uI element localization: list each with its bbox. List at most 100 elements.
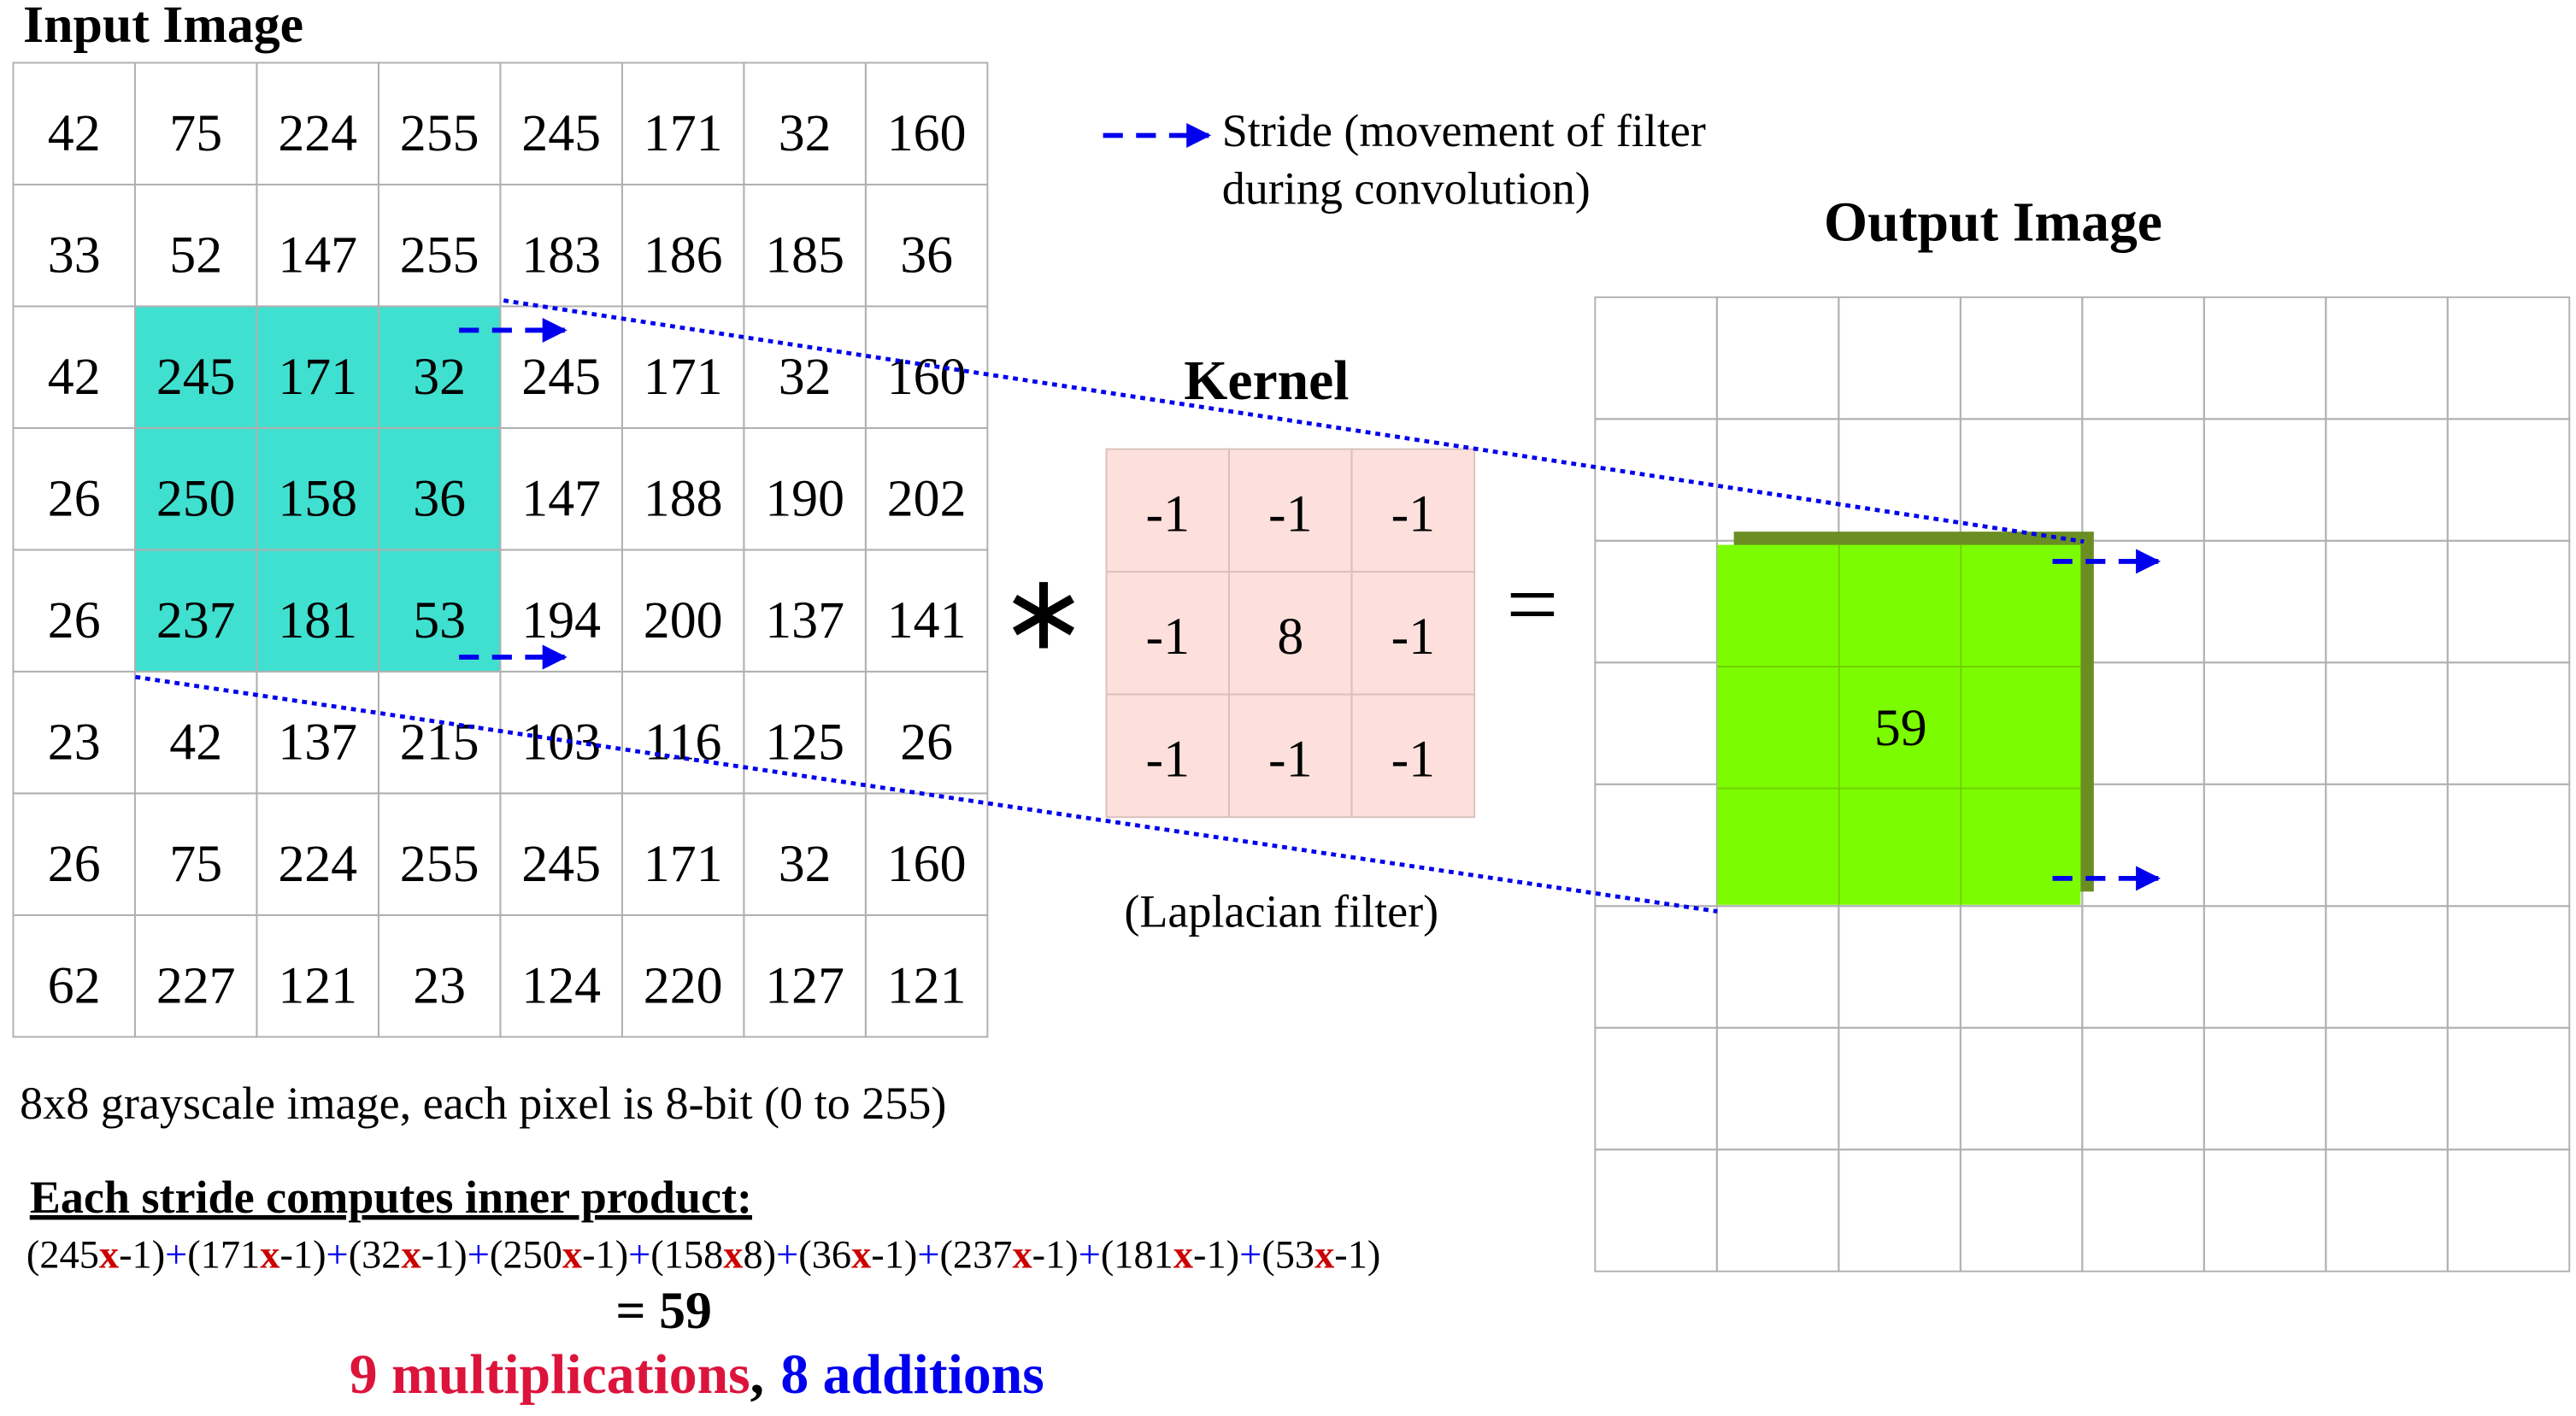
pixel: (53	[1262, 1233, 1314, 1277]
output-cell	[1594, 783, 1718, 908]
input-value: 255	[400, 104, 479, 162]
input-value: 190	[765, 469, 844, 527]
plus: +	[1239, 1233, 1262, 1277]
kernel-cell	[1350, 693, 1476, 819]
output-cell	[1959, 296, 2084, 420]
output-cell	[2081, 905, 2205, 1029]
input-value: 220	[644, 956, 723, 1014]
formula-result: = 59	[615, 1282, 712, 1340]
input-value: 227	[156, 956, 236, 1014]
output-value: 59	[1874, 699, 1927, 757]
pixel: (245	[26, 1233, 99, 1277]
output-cell	[2081, 661, 2205, 785]
kernel-value: -1	[1391, 485, 1435, 543]
input-value: 26	[48, 835, 101, 893]
output-cell	[1594, 1149, 1718, 1272]
kernel-value: -1	[1146, 608, 1190, 666]
output-cell	[2203, 1149, 2327, 1272]
input-value: 42	[48, 348, 101, 406]
plus: +	[628, 1233, 650, 1277]
output-cell	[2081, 1149, 2205, 1272]
input-value: 245	[156, 348, 236, 406]
input-value: 202	[887, 469, 967, 527]
output-cell	[1715, 1149, 1840, 1272]
input-value: 237	[156, 591, 236, 649]
output-cell	[1959, 1026, 2084, 1151]
input-value: 245	[521, 104, 601, 162]
input-value: 26	[48, 469, 101, 527]
output-cell	[2203, 905, 2327, 1029]
times: x	[99, 1233, 119, 1277]
input-value: 32	[413, 348, 466, 406]
output-cell	[1838, 1026, 1961, 1151]
input-value: 26	[900, 713, 953, 771]
multiplications: 9 multiplications	[350, 1343, 750, 1406]
plus: +	[468, 1233, 490, 1277]
weight: -1)	[582, 1233, 628, 1277]
input-value: 245	[521, 835, 601, 893]
plus: +	[1079, 1233, 1101, 1277]
kernel-cell	[1350, 448, 1476, 573]
pixel: (36	[798, 1233, 851, 1277]
output-patch	[1717, 544, 2081, 905]
equals-symbol: =	[1506, 555, 1558, 656]
output-cell	[1959, 418, 2084, 542]
input-value: 186	[644, 226, 723, 284]
times: x	[402, 1233, 421, 1277]
input-value: 245	[521, 348, 601, 406]
kernel-cell	[1228, 693, 1353, 819]
pixel: (32	[349, 1233, 402, 1277]
output-cell	[1959, 905, 2084, 1029]
output-cell	[2325, 539, 2449, 664]
input-value: 171	[278, 348, 357, 406]
output-cell	[2203, 661, 2327, 785]
input-value: 194	[521, 591, 601, 649]
input-value: 116	[644, 713, 721, 771]
kernel-value: -1	[1268, 485, 1312, 543]
output-cell	[1838, 1149, 1961, 1272]
output-cell	[1715, 296, 1840, 420]
times: x	[851, 1233, 871, 1277]
pixel: (250	[490, 1233, 562, 1277]
kernel-value: 8	[1277, 608, 1303, 666]
plus: +	[917, 1233, 939, 1277]
pixel: (158	[650, 1233, 723, 1277]
input-value: 75	[169, 104, 222, 162]
output-cell	[1715, 418, 1840, 542]
output-cell	[2081, 296, 2205, 420]
input-value: 255	[400, 226, 479, 284]
output-cell	[2325, 418, 2449, 542]
input-value: 160	[887, 348, 967, 406]
weight: 8)	[743, 1233, 776, 1277]
kernel-title: Kernel	[1184, 350, 1349, 412]
input-value: 125	[765, 713, 844, 771]
output-cell	[1594, 905, 1718, 1029]
output-cell	[2446, 1149, 2571, 1272]
input-value: 42	[169, 713, 222, 771]
input-value: 147	[278, 226, 357, 284]
summary: 9 multiplications, 8 additions	[350, 1343, 1044, 1406]
output-cell	[1594, 296, 1718, 420]
kernel-cell	[1350, 571, 1476, 696]
output-cell	[2325, 296, 2449, 420]
output-cell	[2203, 1026, 2327, 1151]
input-value: 158	[278, 469, 357, 527]
input-value: 147	[521, 469, 601, 527]
input-value: 121	[887, 956, 967, 1014]
input-value: 36	[900, 226, 953, 284]
kernel-value: -1	[1391, 608, 1435, 666]
weight: -1)	[871, 1233, 917, 1277]
input-value: 32	[779, 104, 832, 162]
input-title: Input Image	[23, 0, 303, 54]
convolve-symbol: ∗	[999, 555, 1088, 672]
input-value: 23	[413, 956, 466, 1014]
output-cell	[1594, 418, 1718, 542]
output-cell	[2325, 1149, 2449, 1272]
input-value: 32	[779, 835, 832, 893]
output-cell	[1594, 1026, 1718, 1151]
output-cell	[2203, 418, 2327, 542]
output-cell	[1594, 661, 1718, 785]
pixel: (171	[187, 1233, 260, 1277]
plus: +	[776, 1233, 798, 1277]
